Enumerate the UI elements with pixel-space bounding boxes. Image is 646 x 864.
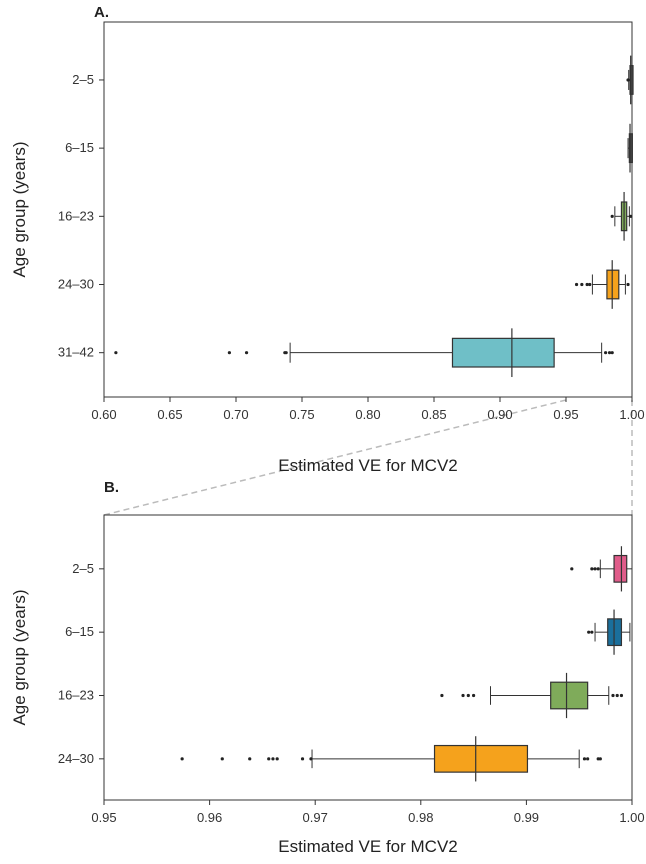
box-iqr: [451, 337, 555, 368]
y-tick-label: 24–30: [58, 277, 94, 292]
outlier-point: [590, 630, 594, 634]
outlier-point: [244, 351, 249, 355]
y-axis-title: Age group (years): [10, 141, 29, 277]
outlier-point: [610, 214, 614, 218]
outlier-point: [619, 693, 624, 698]
outlier-point: [220, 757, 224, 761]
outlier-point: [588, 282, 592, 287]
outlier-point: [610, 351, 614, 355]
outlier-point: [587, 630, 591, 634]
x-tick-label: 1.00: [619, 407, 644, 422]
outlier-point: [582, 757, 587, 761]
y-axis-title: Age group (years): [10, 589, 29, 725]
y-tick-label: 6–15: [65, 140, 94, 155]
y-tick-label: 16–23: [58, 688, 94, 703]
outlier-point: [114, 351, 118, 355]
outlier-point: [284, 351, 288, 355]
outlier-point: [585, 282, 589, 287]
outlier-point: [580, 282, 584, 287]
box-24–30: [180, 736, 602, 782]
x-tick-label: 0.65: [157, 407, 182, 422]
outlier-point: [267, 757, 271, 761]
outlier-point: [629, 214, 633, 218]
panel-label: B.: [104, 479, 119, 496]
y-tick-label: 6–15: [65, 624, 94, 639]
outlier-point: [180, 757, 184, 761]
x-tick-label: 0.95: [91, 810, 116, 825]
box-2–5: [626, 55, 634, 105]
x-tick-label: 0.60: [91, 407, 116, 422]
box-2–5: [570, 546, 633, 592]
x-axis-title: Estimated VE for MCV2: [278, 837, 458, 856]
outlier-point: [440, 693, 444, 698]
panel-label: A.: [94, 4, 109, 21]
x-axis-title: Estimated VE for MCV2: [278, 456, 458, 475]
x-tick-label: 0.80: [355, 407, 380, 422]
x-tick-label: 0.75: [289, 407, 314, 422]
outlier-point: [300, 757, 305, 761]
x-tick-label: 0.96: [197, 810, 222, 825]
outlier-point: [590, 567, 594, 571]
box-6–15: [627, 123, 633, 173]
y-tick-label: 24–30: [58, 751, 94, 766]
outlier-point: [626, 282, 630, 287]
outlier-point: [248, 757, 252, 761]
box-iqr: [629, 65, 634, 95]
outlier-point: [466, 693, 470, 698]
box-iqr: [606, 269, 620, 300]
outlier-point: [593, 567, 597, 571]
x-tick-label: 0.90: [487, 407, 512, 422]
outlier-point: [570, 567, 574, 571]
outlier-point: [275, 757, 279, 761]
y-tick-label: 2–5: [72, 561, 94, 576]
zoom-connector-lines: [103, 399, 633, 516]
outlier-point: [309, 757, 313, 761]
box-31–42: [114, 328, 614, 378]
outlier-point: [574, 282, 579, 287]
panel-a: A. 0.60 0.65 0.70 0.75 0.80 0.85 0.90 0.95 1.00 Es…: [10, 4, 645, 475]
box-iqr: [628, 133, 633, 164]
y-tick-label: 31–42: [58, 345, 94, 360]
y-tick-label: 2–5: [72, 72, 94, 87]
outlier-point: [586, 757, 590, 761]
outlier-point: [626, 78, 630, 82]
outlier-point: [461, 693, 465, 698]
x-tick-label: 0.98: [408, 810, 433, 825]
box-iqr: [550, 681, 589, 710]
x-tick-label: 0.97: [303, 810, 328, 825]
outlier-point: [615, 693, 619, 698]
x-tick-label: 0.70: [223, 407, 248, 422]
outlier-point: [271, 757, 275, 761]
outlier-point: [227, 351, 231, 355]
plot-frame: [103, 514, 633, 801]
box-16–23: [440, 672, 624, 719]
panel-b: B. 0.95 0.96 0.97 0.98 0.99 1.00 Estimated VE f…: [10, 479, 645, 856]
box-iqr: [433, 744, 529, 773]
outlier-point: [611, 693, 615, 698]
x-tick-label: 0.95: [553, 407, 578, 422]
outlier-point: [604, 351, 608, 355]
x-tick-label: 0.99: [514, 810, 539, 825]
outlier-point: [472, 693, 476, 698]
x-tick-label: 1.00: [619, 810, 644, 825]
outlier-point: [596, 567, 600, 571]
box-iqr: [613, 554, 628, 583]
box-24–30: [574, 260, 630, 309]
outlier-point: [598, 757, 602, 761]
x-tick-label: 0.85: [421, 407, 446, 422]
box-16–23: [610, 191, 633, 241]
y-tick-label: 16–23: [58, 208, 94, 223]
outlier-point: [607, 351, 612, 355]
box-6–15: [587, 609, 631, 655]
